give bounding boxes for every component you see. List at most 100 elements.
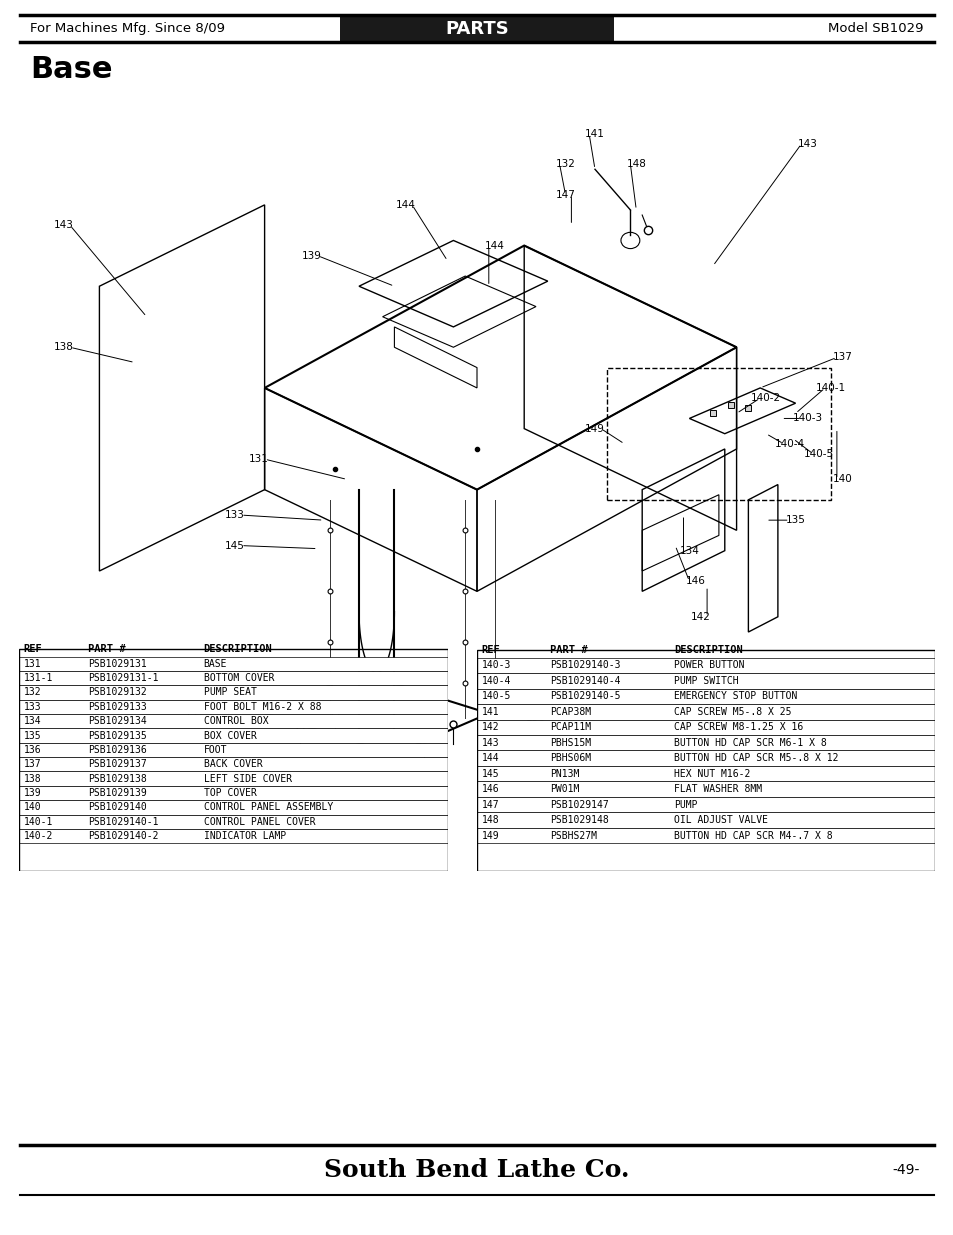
Text: 141: 141 xyxy=(584,128,604,138)
Text: 145: 145 xyxy=(481,768,498,778)
Text: PSB1029140-2: PSB1029140-2 xyxy=(88,831,158,841)
Text: REF: REF xyxy=(481,645,499,655)
Text: PSB1029140-1: PSB1029140-1 xyxy=(88,816,158,826)
Text: 140-4: 140-4 xyxy=(774,438,804,448)
Text: 137: 137 xyxy=(832,352,852,362)
Text: 140-5: 140-5 xyxy=(803,450,833,459)
Text: PSB1029147: PSB1029147 xyxy=(550,799,608,810)
Text: PSB1029133: PSB1029133 xyxy=(88,701,147,711)
Text: 135: 135 xyxy=(785,515,804,525)
Bar xyxy=(476,751,934,766)
Text: EMERGENCY STOP BUTTON: EMERGENCY STOP BUTTON xyxy=(673,692,797,701)
Text: 145: 145 xyxy=(225,541,245,551)
Text: PN13M: PN13M xyxy=(550,768,579,778)
Bar xyxy=(19,757,448,772)
Text: 140-2: 140-2 xyxy=(750,393,781,403)
Text: PSBHS27M: PSBHS27M xyxy=(550,830,597,841)
Text: HEX NUT M16-2: HEX NUT M16-2 xyxy=(673,768,749,778)
Text: 140-3: 140-3 xyxy=(792,414,821,424)
Text: 148: 148 xyxy=(481,815,498,825)
Text: PSB1029131: PSB1029131 xyxy=(88,658,147,668)
Bar xyxy=(19,785,448,800)
Text: LEFT SIDE COVER: LEFT SIDE COVER xyxy=(204,773,292,784)
Text: 136: 136 xyxy=(525,714,545,724)
Text: 140-3: 140-3 xyxy=(481,661,511,671)
Text: 131-1: 131-1 xyxy=(23,673,52,683)
Text: 139: 139 xyxy=(301,251,321,261)
Text: PCAP38M: PCAP38M xyxy=(550,706,591,716)
Text: 134: 134 xyxy=(23,716,41,726)
Text: 146: 146 xyxy=(684,577,704,587)
Text: 142: 142 xyxy=(691,611,710,621)
Text: 136: 136 xyxy=(23,745,41,755)
Text: BUTTON HD CAP SCR M5-.8 X 12: BUTTON HD CAP SCR M5-.8 X 12 xyxy=(673,753,838,763)
Text: BOX COVER: BOX COVER xyxy=(204,731,256,741)
Text: 132: 132 xyxy=(23,688,41,698)
Text: 138: 138 xyxy=(54,342,74,352)
Text: 147: 147 xyxy=(481,799,498,810)
Text: CAP SCREW M8-1.25 X 16: CAP SCREW M8-1.25 X 16 xyxy=(673,722,802,732)
Text: 149: 149 xyxy=(584,424,604,433)
Text: -49-: -49- xyxy=(892,1163,919,1177)
Text: PUMP: PUMP xyxy=(673,799,697,810)
Text: PSB1029136: PSB1029136 xyxy=(88,745,147,755)
Text: 131: 131 xyxy=(249,454,269,464)
Bar xyxy=(19,772,448,785)
Bar xyxy=(19,700,448,714)
Bar xyxy=(476,813,934,827)
Text: 133: 133 xyxy=(23,701,41,711)
Text: 141: 141 xyxy=(481,706,498,716)
Text: DESCRIPTION: DESCRIPTION xyxy=(673,645,741,655)
Text: PCAP11M: PCAP11M xyxy=(550,722,591,732)
Text: 132: 132 xyxy=(555,159,575,169)
Bar xyxy=(19,671,448,685)
Bar xyxy=(476,782,934,797)
Text: 138: 138 xyxy=(23,773,41,784)
Bar xyxy=(476,797,934,813)
Text: PSB1029140-3: PSB1029140-3 xyxy=(550,661,620,671)
Text: PSB1029140-4: PSB1029140-4 xyxy=(550,676,620,685)
Text: 142: 142 xyxy=(481,722,498,732)
Text: FOOT: FOOT xyxy=(204,745,227,755)
Bar xyxy=(476,704,934,720)
Text: PSB1029137: PSB1029137 xyxy=(88,760,147,769)
Bar xyxy=(19,729,448,742)
Text: TOP COVER: TOP COVER xyxy=(204,788,256,798)
Bar xyxy=(476,827,934,844)
Text: PSB1029148: PSB1029148 xyxy=(550,815,608,825)
Text: PBHS15M: PBHS15M xyxy=(550,737,591,747)
Text: 144: 144 xyxy=(481,753,498,763)
Text: 143: 143 xyxy=(797,138,817,149)
Text: 131: 131 xyxy=(23,658,41,668)
Text: 140-2: 140-2 xyxy=(23,831,52,841)
Text: For Machines Mfg. Since 8/09: For Machines Mfg. Since 8/09 xyxy=(30,22,225,35)
Text: FOOT BOLT M16-2 X 88: FOOT BOLT M16-2 X 88 xyxy=(204,701,321,711)
Text: BUTTON HD CAP SCR M4-.7 X 8: BUTTON HD CAP SCR M4-.7 X 8 xyxy=(673,830,832,841)
Text: 140-4: 140-4 xyxy=(481,676,511,685)
Text: 140: 140 xyxy=(23,803,41,813)
Text: PSB1029131-1: PSB1029131-1 xyxy=(88,673,158,683)
Text: PSB1029140: PSB1029140 xyxy=(88,803,147,813)
Text: BUTTON HD CAP SCR M6-1 X 8: BUTTON HD CAP SCR M6-1 X 8 xyxy=(673,737,826,747)
Text: PW01M: PW01M xyxy=(550,784,579,794)
Text: BACK COVER: BACK COVER xyxy=(204,760,262,769)
Text: CONTROL BOX: CONTROL BOX xyxy=(204,716,268,726)
Text: PSB1029140-5: PSB1029140-5 xyxy=(550,692,620,701)
Text: PSB1029135: PSB1029135 xyxy=(88,731,147,741)
Bar xyxy=(19,714,448,729)
Text: 140-1: 140-1 xyxy=(23,816,52,826)
Text: 143: 143 xyxy=(481,737,498,747)
Text: Base: Base xyxy=(30,56,112,84)
Text: PART #: PART # xyxy=(88,645,125,655)
Text: 134: 134 xyxy=(679,546,699,556)
Text: OIL ADJUST VALVE: OIL ADJUST VALVE xyxy=(673,815,767,825)
Text: 147: 147 xyxy=(555,190,575,200)
Text: 140-5: 140-5 xyxy=(481,692,511,701)
Bar xyxy=(606,368,830,500)
Text: CONTROL PANEL COVER: CONTROL PANEL COVER xyxy=(204,816,315,826)
Text: PARTS: PARTS xyxy=(445,20,508,37)
Bar xyxy=(476,720,934,735)
Bar xyxy=(476,673,934,689)
Text: 133: 133 xyxy=(225,510,245,520)
Text: 137: 137 xyxy=(23,760,41,769)
